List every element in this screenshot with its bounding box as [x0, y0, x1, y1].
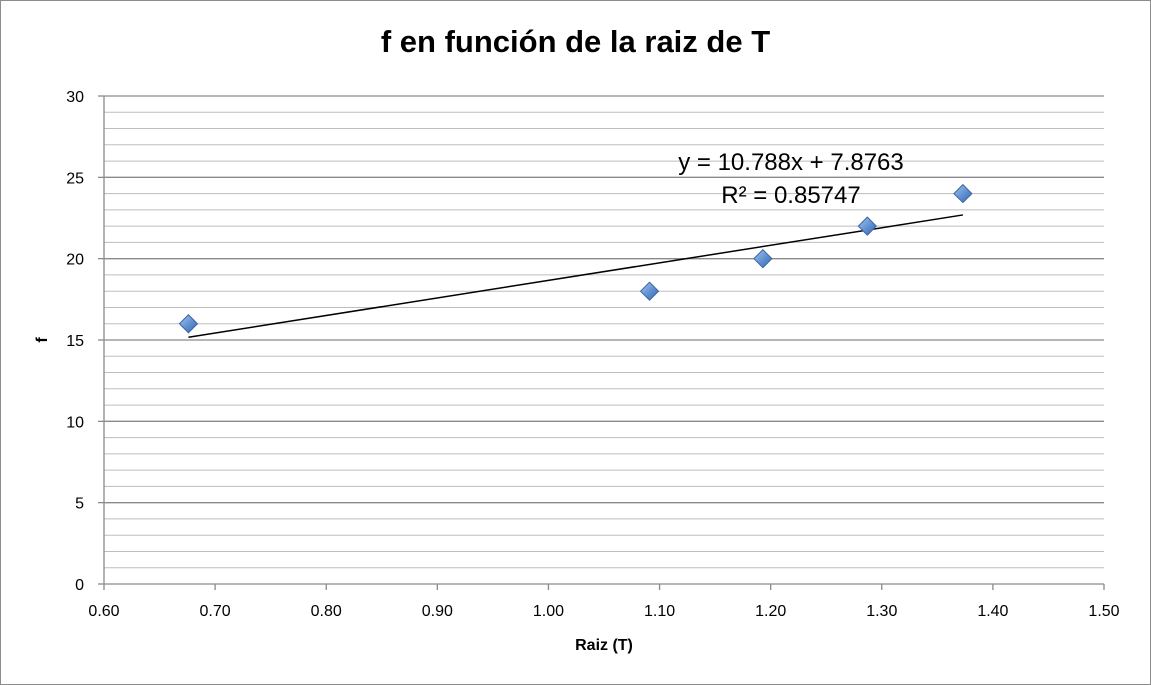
data-point: [753, 248, 773, 269]
data-point: [953, 183, 973, 204]
trendline-group: [188, 214, 964, 338]
y-tick-label: 25: [66, 170, 84, 187]
y-axis-title: f: [34, 337, 51, 343]
y-tick-label: 0: [75, 577, 84, 594]
x-tick-label: 0.60: [88, 603, 119, 620]
data-point: [178, 314, 199, 334]
y-tick-label: 5: [75, 496, 84, 513]
y-tick-label: 30: [66, 89, 84, 106]
chart-title: f en función de la raiz de T: [380, 24, 771, 59]
trendline-equation: y = 10.788x + 7.8763: [678, 149, 904, 176]
data-points: [178, 183, 973, 334]
x-tick-label: 1.00: [533, 603, 564, 620]
x-tick-label: 1.50: [1088, 603, 1119, 620]
x-tick-label: 1.20: [755, 603, 786, 620]
x-tick-label: 0.70: [200, 603, 231, 620]
x-tick-label: 1.40: [977, 603, 1008, 620]
x-axis-title: Raiz (T): [575, 637, 633, 654]
x-tick-label: 0.80: [311, 603, 342, 620]
tick-labels: 0 5 10 15 20 25 30 0.60 0.70 0.80 0.90 1.00 1.10 1.20…: [66, 89, 1119, 620]
data-point: [857, 216, 878, 236]
y-tick-label: 20: [66, 252, 84, 269]
y-tick-label: 15: [66, 333, 84, 350]
trendline: [188, 214, 964, 338]
data-point: [639, 281, 660, 301]
trendline-r-squared: R² = 0.85747: [721, 182, 860, 209]
gridlines: [104, 95, 1104, 569]
x-tick-label: 1.10: [644, 603, 675, 620]
axes: [98, 95, 1105, 590]
x-tick-label: 1.30: [866, 603, 897, 620]
x-tick-label: 0.90: [422, 603, 453, 620]
y-tick-label: 10: [66, 414, 84, 431]
